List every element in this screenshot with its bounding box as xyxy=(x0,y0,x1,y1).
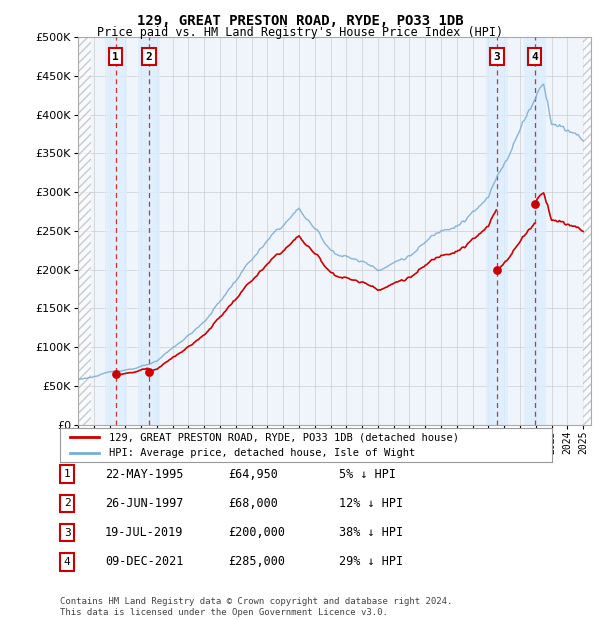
Point xyxy=(530,199,539,209)
Bar xyxy=(138,37,160,425)
Text: £68,000: £68,000 xyxy=(228,497,278,510)
Text: 29% ↓ HPI: 29% ↓ HPI xyxy=(339,556,403,568)
Bar xyxy=(583,37,591,425)
Text: 129, GREAT PRESTON ROAD, RYDE, PO33 1DB (detached house): 129, GREAT PRESTON ROAD, RYDE, PO33 1DB … xyxy=(109,432,459,442)
Text: £285,000: £285,000 xyxy=(228,556,285,568)
Text: 26-JUN-1997: 26-JUN-1997 xyxy=(105,497,184,510)
Bar xyxy=(78,37,91,425)
Text: £200,000: £200,000 xyxy=(228,526,285,539)
Text: 129, GREAT PRESTON ROAD, RYDE, PO33 1DB: 129, GREAT PRESTON ROAD, RYDE, PO33 1DB xyxy=(137,14,463,28)
Point xyxy=(111,370,121,379)
Text: £64,950: £64,950 xyxy=(228,468,278,481)
Bar xyxy=(486,37,508,425)
Text: 4: 4 xyxy=(532,51,538,61)
Bar xyxy=(104,37,127,425)
Text: Contains HM Land Registry data © Crown copyright and database right 2024.
This d: Contains HM Land Registry data © Crown c… xyxy=(60,598,452,617)
Text: 38% ↓ HPI: 38% ↓ HPI xyxy=(339,526,403,539)
Text: 3: 3 xyxy=(64,528,71,538)
Text: 3: 3 xyxy=(494,51,500,61)
Text: 4: 4 xyxy=(64,557,71,567)
Text: 2: 2 xyxy=(64,498,71,508)
Text: 12% ↓ HPI: 12% ↓ HPI xyxy=(339,497,403,510)
Text: Price paid vs. HM Land Registry's House Price Index (HPI): Price paid vs. HM Land Registry's House … xyxy=(97,26,503,39)
Text: 19-JUL-2019: 19-JUL-2019 xyxy=(105,526,184,539)
Text: 2: 2 xyxy=(145,51,152,61)
Text: HPI: Average price, detached house, Isle of Wight: HPI: Average price, detached house, Isle… xyxy=(109,448,415,458)
Bar xyxy=(524,37,546,425)
Text: 1: 1 xyxy=(112,51,119,61)
Text: 09-DEC-2021: 09-DEC-2021 xyxy=(105,556,184,568)
Text: 5% ↓ HPI: 5% ↓ HPI xyxy=(339,468,396,481)
Text: 1: 1 xyxy=(64,469,71,479)
Point xyxy=(492,265,502,275)
Text: 22-MAY-1995: 22-MAY-1995 xyxy=(105,468,184,481)
Point xyxy=(144,367,154,377)
